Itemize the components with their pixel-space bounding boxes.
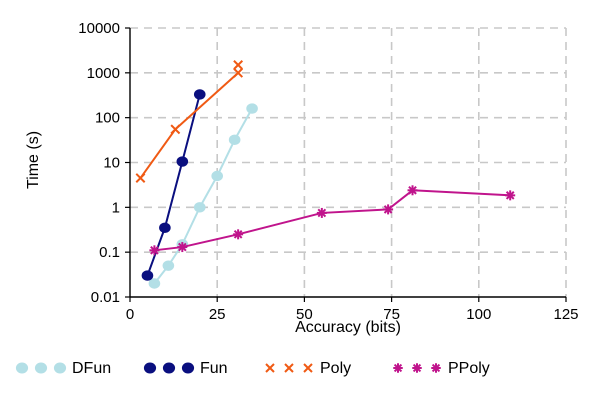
y-tick-label: 0.1 [99, 244, 120, 261]
x-tick-label: 25 [209, 306, 226, 323]
data-point-ppoly [505, 190, 516, 201]
legend-label-ppoly: PPoly [448, 360, 490, 377]
series-dfun [148, 103, 258, 289]
series-ppoly [149, 185, 516, 256]
marker-stroke [233, 60, 244, 70]
series-layer [135, 60, 516, 289]
y-tick-labels: 0.01 0.1 1 10 100 1000 10000 [78, 20, 120, 306]
x-tick-label: 0 [126, 306, 134, 323]
data-point-fun [159, 222, 171, 233]
series-line-ppoly [154, 189, 511, 252]
data-point-dfun [148, 278, 161, 289]
data-point-poly [233, 67, 244, 78]
legend-marker-dfun [34, 362, 48, 374]
legend-item-ppoly: PPoly [393, 360, 490, 377]
x-tick-label: 100 [466, 306, 491, 323]
y-tick-label: 1000 [87, 65, 120, 82]
marker-stroke [150, 246, 159, 255]
data-point-ppoly [407, 185, 418, 196]
legend-label-fun: Fun [200, 360, 228, 377]
x-tick-labels: 0 25 50 75 100 125 [126, 306, 579, 323]
data-point-ppoly [177, 242, 188, 253]
marker-stroke [303, 363, 313, 373]
marker-stroke [178, 242, 187, 252]
legend-marker-ppoly [431, 363, 441, 373]
y-tick-label: 100 [95, 110, 120, 127]
data-point-poly [233, 60, 244, 70]
legend-marker-dfun [53, 362, 67, 374]
data-point-dfun [228, 134, 241, 146]
y-tick-label: 10 [103, 155, 120, 172]
legend-label-dfun: DFun [72, 360, 111, 377]
series-poly [135, 60, 244, 183]
data-point-dfun [162, 260, 175, 271]
data-point-poly [170, 124, 181, 135]
legend-marker-ppoly [393, 363, 403, 373]
legend-item-dfun: DFun [15, 360, 111, 377]
marker-stroke [412, 363, 422, 373]
marker-stroke [265, 363, 275, 373]
marker-stroke [170, 124, 181, 135]
marker-stroke [284, 363, 294, 373]
legend-marker-fun [162, 362, 176, 374]
grid [130, 27, 567, 297]
x-axis-label: Accuracy (bits) [295, 319, 401, 336]
marker-stroke [233, 67, 244, 78]
legend-marker-dfun [15, 362, 29, 374]
data-point-ppoly [149, 245, 160, 256]
x-tick-label: 50 [296, 306, 313, 323]
legend-label-poly: Poly [320, 360, 351, 377]
legend: DFun Fun Poly PPoly [15, 360, 490, 377]
data-point-dfun [193, 202, 206, 213]
marker-stroke [317, 208, 327, 218]
legend-item-fun: Fun [143, 360, 228, 377]
legend-marker-poly [284, 363, 294, 373]
y-tick-label: 0.01 [91, 289, 120, 306]
marker-stroke [431, 363, 441, 373]
marker-stroke [408, 185, 417, 195]
axes [125, 27, 567, 302]
x-tick-label: 125 [553, 306, 578, 323]
series-line-dfun [153, 108, 253, 285]
data-point-fun [141, 270, 154, 281]
marker-stroke [233, 230, 243, 239]
legend-marker-poly [303, 363, 313, 373]
legend-marker-fun [181, 362, 195, 374]
marker-stroke [135, 173, 146, 183]
data-point-fun [193, 89, 206, 100]
data-point-ppoly [233, 229, 244, 240]
y-tick-label: 1 [112, 199, 120, 216]
marker-stroke [393, 363, 403, 373]
data-point-ppoly [316, 207, 327, 218]
data-point-ppoly [383, 204, 394, 215]
y-axis-label: Time (s) [25, 131, 42, 189]
data-point-dfun [211, 170, 223, 182]
data-point-poly [135, 173, 146, 183]
x-tick-label: 75 [383, 306, 400, 323]
legend-marker-fun [143, 362, 157, 374]
legend-item-poly: Poly [265, 360, 351, 377]
marker-stroke [505, 191, 515, 200]
legend-marker-ppoly [412, 363, 422, 373]
legend-marker-poly [265, 363, 275, 373]
marker-stroke [383, 205, 393, 214]
data-point-fun [176, 156, 189, 167]
data-point-dfun [246, 103, 258, 114]
y-tick-label: 10000 [78, 20, 120, 37]
